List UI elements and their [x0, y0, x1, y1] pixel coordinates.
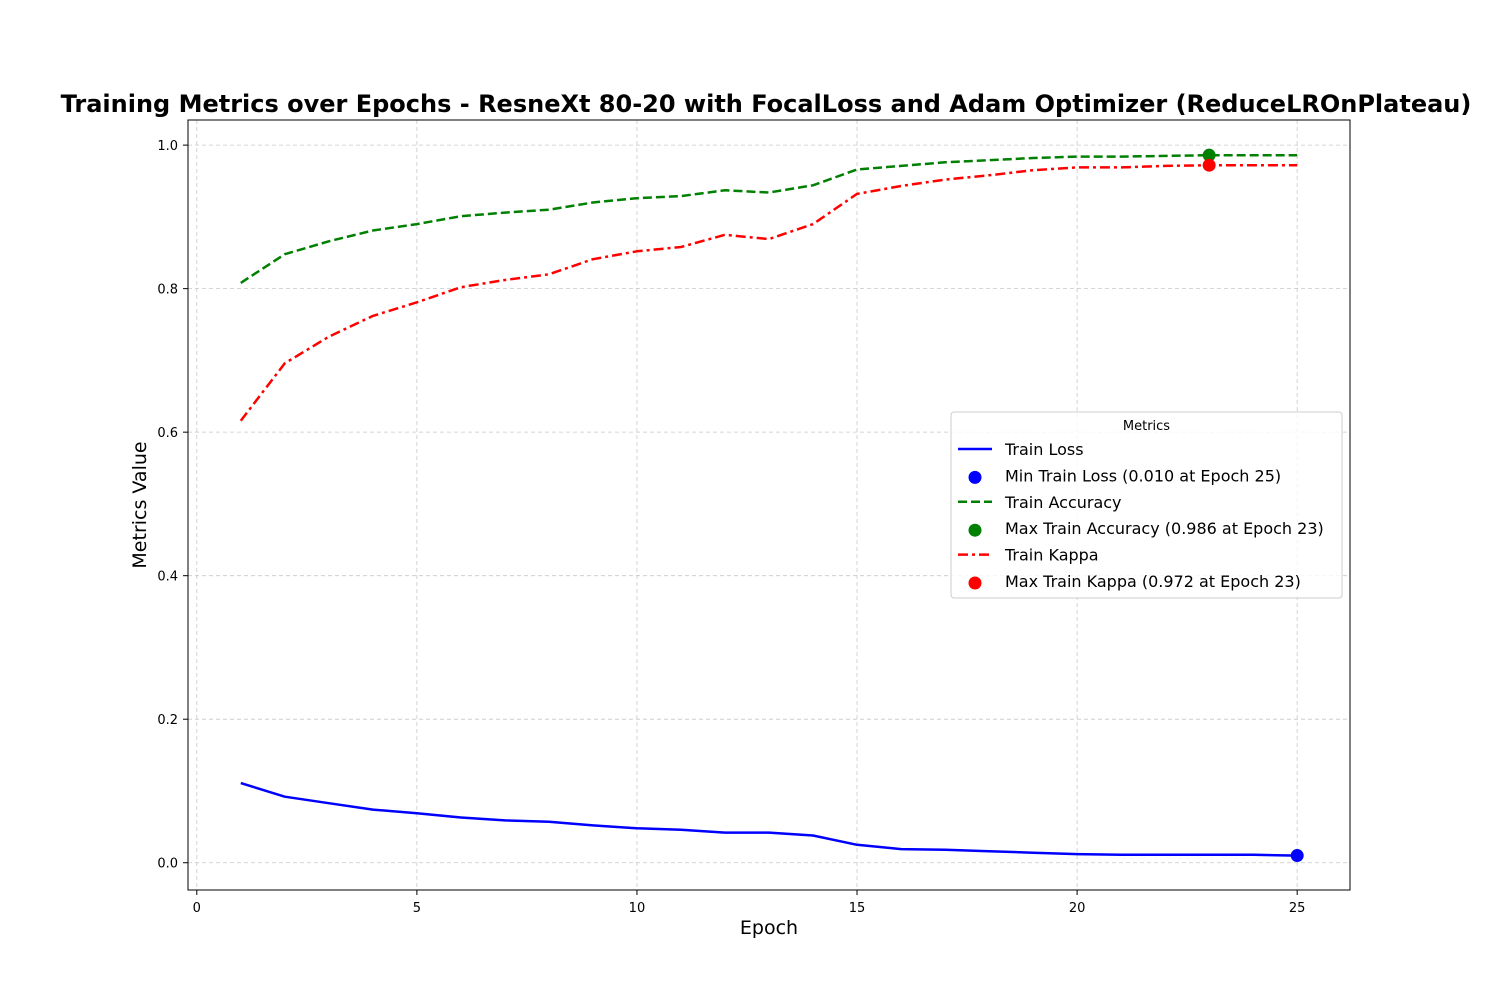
y-tick-label: 0.4: [157, 570, 178, 585]
legend-entry-label: Train Accuracy: [1004, 493, 1122, 512]
legend-marker-swatch: [968, 576, 982, 590]
legend-entry-label: Train Loss: [1004, 440, 1084, 459]
series-layer: [239, 153, 1298, 857]
legend-entry-label: Max Train Accuracy (0.986 at Epoch 23): [1005, 519, 1324, 538]
axis-ticks: 0 5 10 15 20 25 0.0 0.2 0.4 0.6 0.8 1.0: [157, 139, 1305, 916]
chart-title: Training Metrics over Epochs - ResneXt 8…: [61, 90, 1472, 118]
legend-title: Metrics: [1123, 419, 1170, 434]
x-tick-label: 0: [193, 901, 201, 916]
x-axis-label: Epoch: [740, 917, 798, 939]
y-axis-label: Metrics Value: [129, 441, 151, 568]
legend-marker-swatch: [968, 523, 982, 537]
legend: Metrics Train Loss Min Train Loss (0.010 a…: [950, 411, 1343, 599]
y-tick-label: 0.6: [157, 426, 178, 441]
x-tick-label: 5: [413, 901, 421, 916]
y-tick-label: 0.2: [157, 713, 178, 728]
series-line-train-kappa: [239, 163, 1298, 422]
plot-area-frame: [187, 119, 1351, 891]
y-tick-label: 0.0: [157, 857, 178, 872]
y-tick-label: 0.8: [157, 283, 178, 298]
x-tick-label: 25: [1289, 901, 1306, 916]
series-line-train-accuracy: [240, 153, 1298, 284]
x-tick-label: 15: [849, 901, 866, 916]
legend-marker-swatch: [968, 470, 982, 484]
highlight-marker-2: [1202, 158, 1216, 172]
legend-box: [950, 411, 1343, 599]
highlight-marker-0: [1290, 849, 1304, 863]
x-tick-label: 10: [629, 901, 646, 916]
legend-entry-label: Train Kappa: [1004, 546, 1099, 565]
highlight-marker-1: [1202, 148, 1216, 162]
x-tick-label: 20: [1069, 901, 1086, 916]
legend-entry-label: Max Train Kappa (0.972 at Epoch 23): [1005, 572, 1301, 591]
legend-entry-label: Min Train Loss (0.010 at Epoch 25): [1005, 466, 1281, 485]
series-line-train-loss: [240, 781, 1298, 857]
y-tick-label: 1.0: [157, 139, 178, 154]
marker-layer: [1202, 148, 1304, 863]
